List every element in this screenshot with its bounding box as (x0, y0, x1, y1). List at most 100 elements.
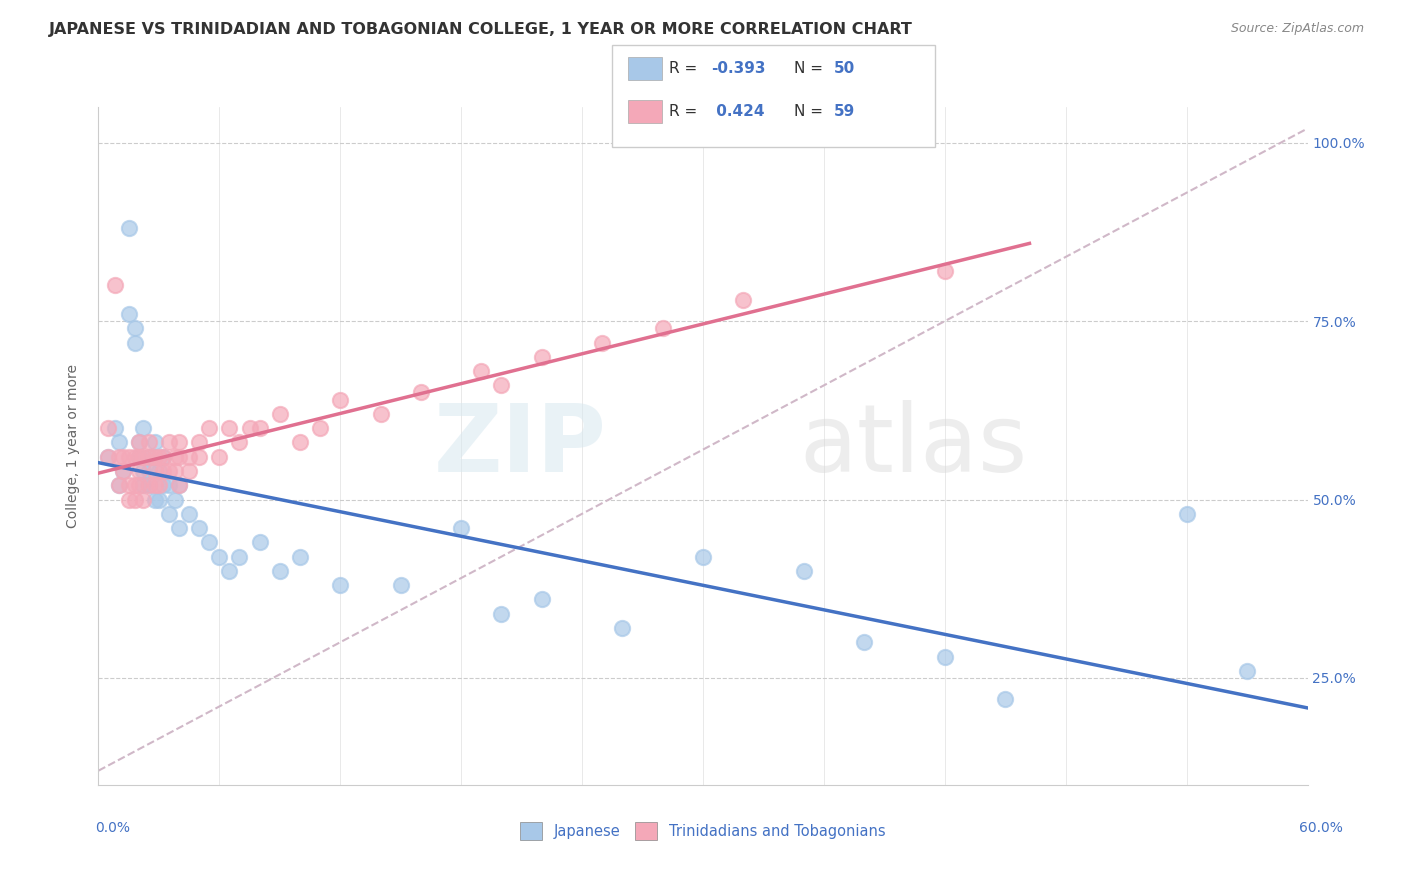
Point (124, 321, 146, 335)
Point (269, 564, 291, 578)
Point (128, 435, 150, 450)
Point (132, 478, 155, 492)
Point (218, 421, 240, 435)
Point (107, 435, 129, 450)
Point (152, 450, 174, 464)
Point (143, 478, 166, 492)
Point (409, 385, 432, 400)
Point (128, 450, 150, 464)
Point (733, 293, 755, 307)
Text: 50: 50 (834, 62, 855, 76)
Point (491, 607, 513, 621)
Text: 60.0%: 60.0% (1299, 821, 1343, 835)
Point (167, 478, 190, 492)
Point (179, 450, 201, 464)
Point (167, 478, 190, 492)
Point (198, 421, 221, 435)
Text: -0.393: -0.393 (711, 62, 766, 76)
Point (163, 450, 186, 464)
Y-axis label: College, 1 year or more: College, 1 year or more (66, 364, 80, 528)
Point (157, 464, 180, 478)
Point (128, 435, 150, 450)
Point (138, 450, 160, 464)
Point (228, 435, 250, 450)
Point (143, 492, 166, 507)
Point (167, 521, 190, 535)
Point (128, 464, 150, 478)
Point (188, 450, 211, 464)
Point (118, 307, 141, 321)
Point (530, 350, 553, 364)
Point (118, 221, 141, 235)
Point (97, 450, 120, 464)
Point (269, 407, 291, 421)
Text: 59: 59 (834, 104, 855, 119)
Point (530, 592, 553, 607)
Point (934, 649, 956, 664)
Point (288, 549, 311, 564)
Point (853, 635, 876, 649)
Point (249, 421, 271, 435)
Point (138, 464, 160, 478)
Point (651, 321, 673, 335)
Point (157, 478, 180, 492)
Point (148, 478, 170, 492)
Point (124, 492, 146, 507)
Text: 0.424: 0.424 (711, 104, 765, 119)
Point (138, 435, 160, 450)
Point (491, 378, 513, 392)
Point (288, 435, 311, 450)
Point (107, 478, 129, 492)
Point (128, 450, 150, 464)
Text: R =: R = (669, 104, 703, 119)
Point (591, 335, 613, 350)
Point (143, 450, 166, 464)
Point (103, 278, 125, 293)
Text: 0.0%: 0.0% (96, 821, 131, 835)
Point (309, 421, 332, 435)
Point (218, 564, 240, 578)
Point (124, 335, 146, 350)
Point (163, 464, 186, 478)
Point (163, 492, 186, 507)
Point (143, 435, 166, 450)
Point (97, 421, 120, 435)
Point (138, 478, 160, 492)
Point (97, 450, 120, 464)
Text: Source: ZipAtlas.com: Source: ZipAtlas.com (1230, 22, 1364, 36)
Point (188, 435, 211, 450)
Point (934, 264, 956, 278)
Point (370, 407, 392, 421)
Point (239, 421, 262, 435)
Point (612, 621, 634, 635)
Point (198, 535, 221, 549)
Point (157, 507, 180, 521)
Point (132, 492, 155, 507)
Point (132, 464, 155, 478)
Point (138, 478, 160, 492)
Point (152, 464, 174, 478)
Point (329, 578, 352, 592)
Text: JAPANESE VS TRINIDADIAN AND TOBAGONIAN COLLEGE, 1 YEAR OR MORE CORRELATION CHART: JAPANESE VS TRINIDADIAN AND TOBAGONIAN C… (49, 22, 912, 37)
Text: R =: R = (669, 62, 703, 76)
Point (132, 450, 155, 464)
Point (1236, 664, 1258, 678)
Point (179, 507, 201, 521)
Point (188, 521, 211, 535)
Point (1175, 507, 1198, 521)
Text: atlas: atlas (800, 400, 1028, 492)
Text: ZIP: ZIP (433, 400, 606, 492)
Point (228, 549, 250, 564)
Point (470, 364, 492, 378)
Point (249, 535, 271, 549)
Point (111, 464, 134, 478)
Point (179, 464, 201, 478)
Point (124, 450, 146, 464)
Point (692, 549, 714, 564)
Point (167, 435, 190, 450)
Point (152, 478, 174, 492)
Point (208, 450, 231, 464)
Point (793, 564, 815, 578)
Point (152, 450, 174, 464)
Point (157, 435, 180, 450)
